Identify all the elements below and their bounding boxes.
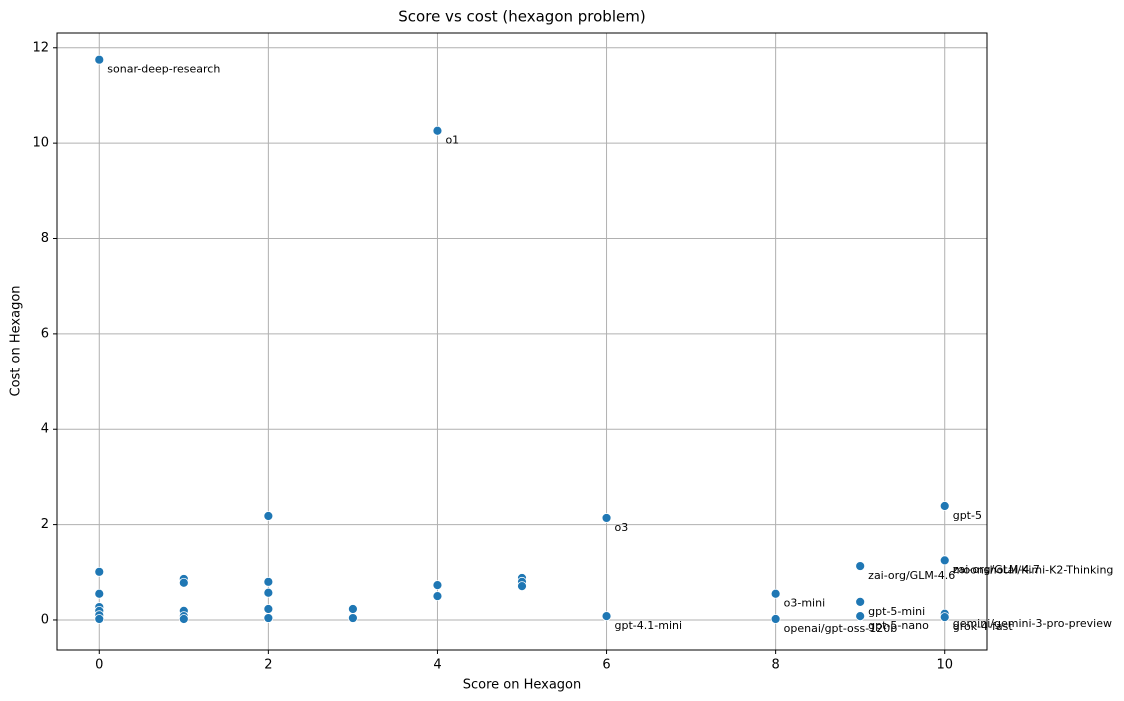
point-label: o3-mini [784, 597, 826, 610]
point [517, 581, 527, 592]
point-label: moonshotai/Kimi-K2-Thinking [953, 563, 1114, 576]
point [770, 588, 781, 599]
point [855, 561, 866, 571]
y-tick-label: 0 [41, 612, 49, 627]
point [348, 604, 358, 614]
point-label: gpt-5-mini [868, 605, 925, 618]
y-tick-label: 12 [32, 40, 49, 55]
point [939, 501, 950, 511]
point [432, 125, 443, 136]
point [94, 588, 105, 599]
point-label: zai-org/GLM-4.6 [868, 569, 955, 582]
point [855, 596, 866, 607]
point [94, 614, 105, 624]
point-label: gpt-4.1-mini [615, 619, 683, 632]
point-label: grok-4-fast [953, 620, 1014, 633]
y-tick-label: 4 [41, 422, 49, 437]
plot-frame [56, 32, 988, 651]
point [263, 587, 274, 598]
point-label: gpt-5 [953, 509, 982, 522]
point [178, 577, 189, 588]
point [432, 591, 443, 602]
point [263, 604, 274, 614]
point-label: zai-org/GLM-4.7 [953, 563, 1040, 576]
point [939, 612, 950, 622]
point [432, 580, 443, 591]
point-label: sonar-deep-research [107, 63, 220, 76]
point-label: o3 [615, 521, 629, 534]
point-label: openai/gpt-oss-120b [784, 622, 898, 635]
x-tick-label: 0 [95, 658, 103, 673]
point-label: o1 [445, 134, 459, 147]
x-tick-label: 6 [602, 658, 610, 673]
chart-title: Score vs cost (hexagon problem) [398, 8, 645, 26]
point [94, 566, 105, 577]
point [939, 555, 950, 566]
point [855, 611, 866, 622]
x-tick-label: 4 [433, 658, 441, 673]
x-axis-label: Score on Hexagon [463, 678, 582, 693]
point-label: gemini/gemini-3-pro-preview [953, 617, 1112, 630]
point [178, 614, 189, 624]
point [601, 611, 612, 622]
x-tick-label: 8 [771, 658, 779, 673]
point [601, 513, 612, 523]
y-tick-label: 8 [41, 231, 49, 246]
y-tick-label: 6 [41, 326, 49, 341]
y-tick-label: 2 [41, 517, 49, 532]
x-tick-label: 10 [936, 658, 953, 673]
point [263, 511, 274, 521]
point [770, 614, 781, 624]
point [94, 54, 105, 65]
x-tick-label: 2 [264, 658, 272, 673]
point-label: gpt-5-nano [868, 619, 929, 632]
y-axis-label: Cost on Hexagon [9, 285, 24, 396]
point [348, 613, 358, 623]
point [263, 576, 274, 587]
point [263, 613, 274, 623]
y-tick-label: 10 [32, 136, 49, 151]
